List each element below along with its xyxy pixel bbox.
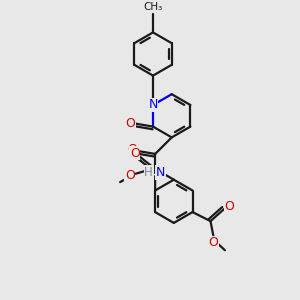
Text: O: O [127,143,137,156]
Text: O: O [208,236,218,249]
Text: O: O [125,169,135,182]
Text: H: H [144,166,153,179]
Text: O: O [130,147,140,160]
Text: O: O [224,200,234,213]
Text: N: N [148,98,158,112]
Text: CH₃: CH₃ [143,2,163,12]
Text: O: O [125,116,135,130]
Text: N: N [156,166,165,179]
